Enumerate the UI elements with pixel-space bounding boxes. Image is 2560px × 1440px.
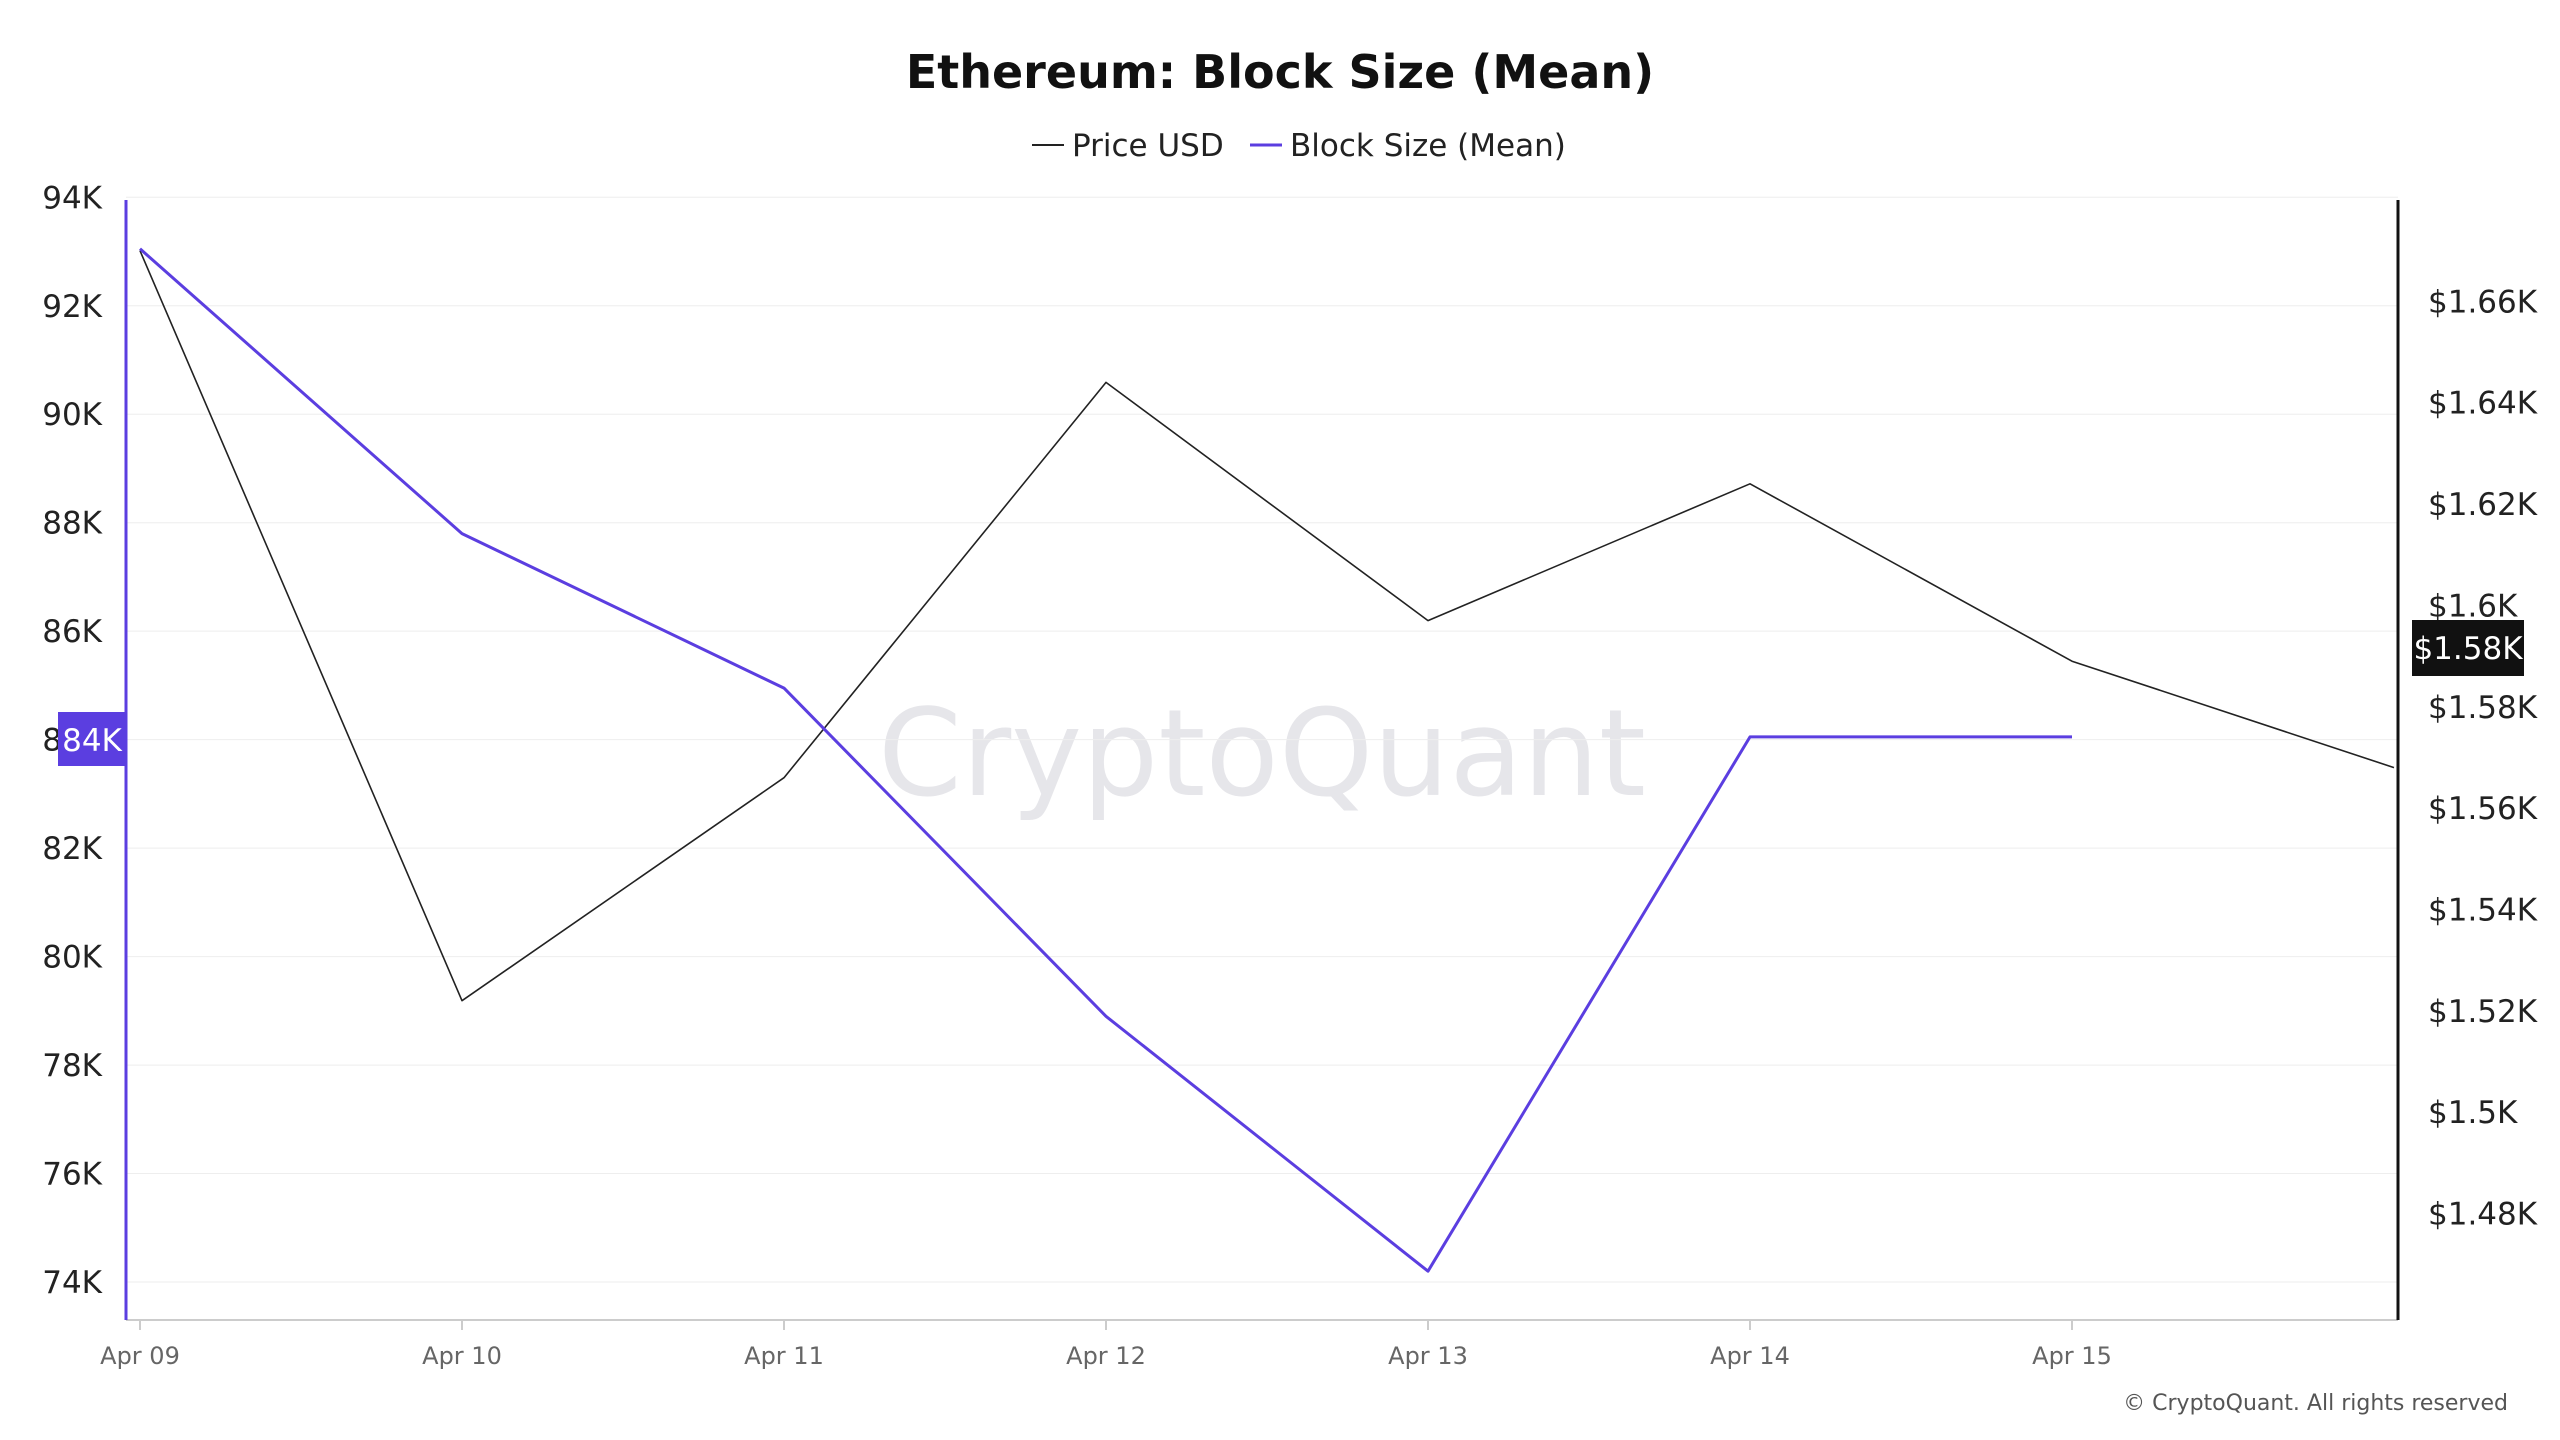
price-badge-label: $1.58K (2413, 631, 2523, 667)
y-right-tick-label: $1.52K (2428, 994, 2538, 1030)
y-right-tick-label: $1.64K (2428, 386, 2538, 422)
y-left-tick-label: 86K (42, 614, 102, 650)
chart-title: Ethereum: Block Size (Mean) (906, 45, 1654, 99)
watermark: CryptoQuant (878, 685, 1646, 824)
x-tick-label: Apr 13 (1388, 1342, 1468, 1370)
legend: Price USD Block Size (Mean) (1032, 128, 1566, 164)
y-right-tick-label: $1.5K (2428, 1095, 2518, 1131)
y-right-tick-label: $1.54K (2428, 893, 2538, 929)
y-left-tick-label: 74K (42, 1265, 102, 1301)
price-badge-bg (2412, 620, 2524, 676)
block-size-line (139, 247, 2072, 1273)
x-tick-label: Apr 15 (2032, 1342, 2112, 1370)
y-right-tick-label: $1.48K (2428, 1197, 2538, 1233)
block-size-badge-bg (58, 712, 126, 766)
y-left-tick-label: 90K (42, 397, 102, 433)
y-left-tick-label: 76K (42, 1157, 102, 1193)
block-size-badge: 84K (58, 712, 126, 766)
y-right-tick-label: $1.58K (2428, 690, 2538, 726)
x-tick-label: Apr 14 (1710, 1342, 1790, 1370)
x-tick-label: Apr 09 (100, 1342, 180, 1370)
x-tick-label: Apr 10 (422, 1342, 502, 1370)
price-usd-line (139, 250, 2395, 1002)
x-tick-label: Apr 11 (744, 1342, 824, 1370)
y-left-tick-label: 78K (42, 1048, 102, 1084)
legend-label-price: Price USD (1072, 128, 1224, 164)
y-left-tick-label: 82K (42, 831, 102, 867)
y-right-tick-label: $1.56K (2428, 791, 2538, 827)
y-right-tick-label: $1.66K (2428, 284, 2538, 320)
y-right-tick-label: $1.6K (2428, 588, 2518, 624)
x-tick-label: Apr 12 (1066, 1342, 1146, 1370)
y-left-tick-label: 92K (42, 289, 102, 325)
grid-lines (126, 196, 2398, 1283)
y-left-tick-label: 94K (42, 180, 102, 216)
tick-labels: 74K 76K 78K 80K 82K 84K 86K 88K 90K 92K 94K $1.48K $… (42, 180, 2538, 1370)
y-left-tick-label: 80K (42, 940, 102, 976)
y-left-tick-label: 88K (42, 506, 102, 542)
copyright: © CryptoQuant. All rights reserved (2123, 1391, 2508, 1416)
legend-label-block-size: Block Size (Mean) (1290, 128, 1566, 164)
series-lines (139, 247, 2395, 1273)
block-size-badge-label: 84K (62, 723, 122, 759)
y-right-tick-label: $1.62K (2428, 487, 2538, 523)
price-badge: $1.58K (2412, 620, 2524, 676)
